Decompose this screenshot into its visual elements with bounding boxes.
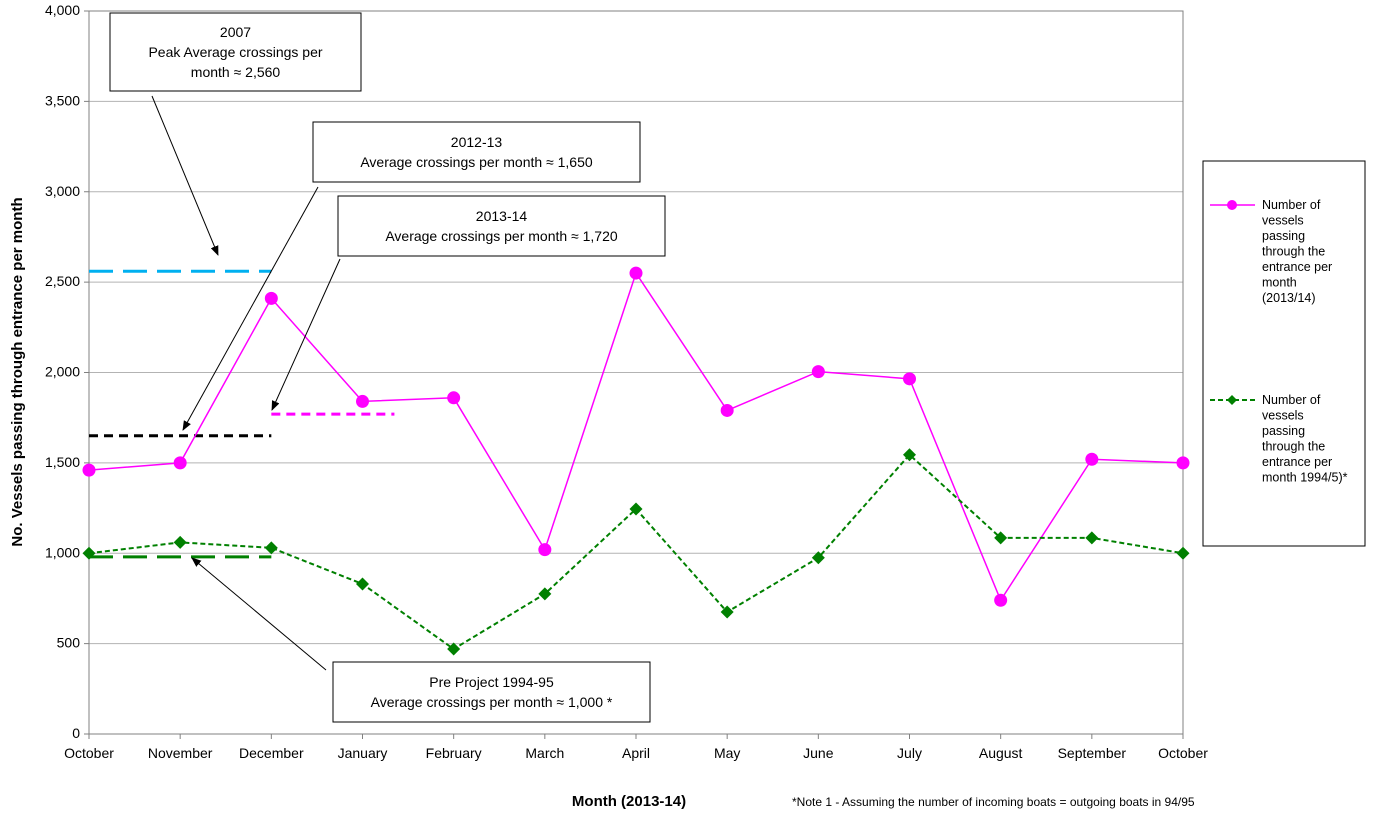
- legend-label: through the: [1262, 245, 1325, 259]
- legend-label: vessels: [1262, 214, 1304, 228]
- annotation-arrow: [151, 95, 219, 256]
- data-point: [1085, 531, 1099, 545]
- annotation-text: 2013-14: [476, 208, 528, 224]
- data-point: [720, 403, 734, 417]
- x-tick-label: March: [525, 745, 564, 761]
- data-point: [811, 365, 825, 379]
- data-point: [1176, 456, 1190, 470]
- x-tick-label: May: [714, 745, 740, 761]
- data-point: [994, 593, 1008, 607]
- annotation-box: [332, 661, 651, 723]
- x-tick-label: December: [239, 745, 304, 761]
- legend-label: passing: [1262, 424, 1305, 438]
- data-point: [82, 463, 96, 477]
- annotation-text: month ≈ 2,560: [191, 64, 281, 80]
- annotation-text: 2007: [220, 24, 251, 40]
- y-tick-label: 500: [57, 635, 81, 651]
- y-tick-label: 0: [72, 725, 80, 741]
- legend-marker: [1227, 395, 1237, 405]
- y-tick-label: 3,000: [45, 183, 80, 199]
- data-point: [903, 372, 916, 386]
- data-point: [1176, 546, 1190, 560]
- data-point: [629, 266, 643, 280]
- data-point: [903, 448, 916, 462]
- legend-label: Number of: [1262, 393, 1321, 407]
- x-tick-label: August: [979, 745, 1023, 761]
- annotation-arrow: [271, 258, 341, 411]
- annotation-box: [337, 195, 666, 257]
- annotation-text: Pre Project 1994-95: [429, 674, 554, 690]
- x-tick-label: June: [803, 745, 834, 761]
- data-point: [538, 543, 552, 557]
- data-point: [629, 502, 643, 516]
- annotation-box: [109, 12, 362, 92]
- footnote: *Note 1 - Assuming the number of incomin…: [792, 795, 1195, 809]
- legend-label: vessels: [1262, 409, 1304, 423]
- annotation-text: Average crossings per month ≈ 1,650: [360, 154, 593, 170]
- data-point: [811, 551, 825, 565]
- x-tick-label: October: [1158, 745, 1208, 761]
- legend-label: entrance per: [1262, 260, 1332, 274]
- data-point: [447, 642, 461, 656]
- legend-label: month 1994/5)*: [1262, 471, 1348, 485]
- y-tick-label: 2,500: [45, 273, 80, 289]
- annotations: 2007 Peak Average crossings per month ≈ 2,…: [109, 12, 666, 723]
- data-point: [1085, 452, 1099, 466]
- legend-label: Number of: [1262, 198, 1321, 212]
- y-tick-label: 1,000: [45, 544, 80, 560]
- reference-lines: [89, 269, 395, 559]
- data-point: [356, 577, 369, 591]
- series: [82, 266, 1190, 656]
- legend-label: entrance per: [1262, 455, 1332, 469]
- series-line: [88, 271, 1184, 602]
- series-line: [88, 453, 1184, 651]
- x-tick-label: July: [897, 745, 922, 761]
- data-point: [264, 541, 278, 555]
- y-tick-label: 2,000: [45, 364, 80, 380]
- annotation-text: Average crossings per month ≈ 1,000 *: [371, 694, 613, 710]
- data-point: [538, 587, 552, 601]
- annotation-arrow: [182, 186, 319, 431]
- legend-label: through the: [1262, 440, 1325, 454]
- data-point: [173, 535, 187, 549]
- data-point: [994, 531, 1008, 545]
- data-point: [264, 291, 278, 305]
- x-tick-label: January: [338, 745, 388, 761]
- annotation-text: 2012-13: [451, 134, 503, 150]
- data-point: [720, 605, 734, 619]
- y-tick-label: 1,500: [45, 454, 80, 470]
- gridlines: [89, 10, 1183, 645]
- x-tick-label: September: [1058, 745, 1127, 761]
- data-point: [356, 394, 369, 408]
- x-axis-title: Month (2013-14): [572, 793, 686, 810]
- legend-label: passing: [1262, 229, 1305, 243]
- annotation-box: [312, 121, 641, 183]
- axis-labels: Month (2013-14) No. Vessels passing thro…: [9, 197, 1195, 810]
- x-tick-label: April: [622, 745, 650, 761]
- y-tick-label: 4,000: [45, 2, 80, 18]
- annotation-arrow: [191, 557, 327, 671]
- annotation-text: Average crossings per month ≈ 1,720: [385, 228, 618, 244]
- data-point: [82, 546, 96, 560]
- x-tick-label: November: [148, 745, 213, 761]
- annotation-text: Peak Average crossings per: [148, 44, 322, 60]
- y-tick-label: 3,500: [45, 92, 80, 108]
- data-point: [173, 456, 187, 470]
- data-point: [447, 391, 461, 405]
- legend-label: month: [1262, 276, 1297, 290]
- legend-box: [1202, 160, 1366, 547]
- x-tick-label: October: [64, 745, 114, 761]
- x-tick-label: February: [426, 745, 482, 761]
- legend-label: (2013/14): [1262, 291, 1316, 305]
- y-axis-title: No. Vessels passing through entrance per…: [9, 197, 26, 546]
- legend-marker: [1227, 200, 1237, 210]
- axes: 0 500 1,000 1,500 2,000 2,500 3,000 3,500 4,000 O…: [45, 2, 1208, 761]
